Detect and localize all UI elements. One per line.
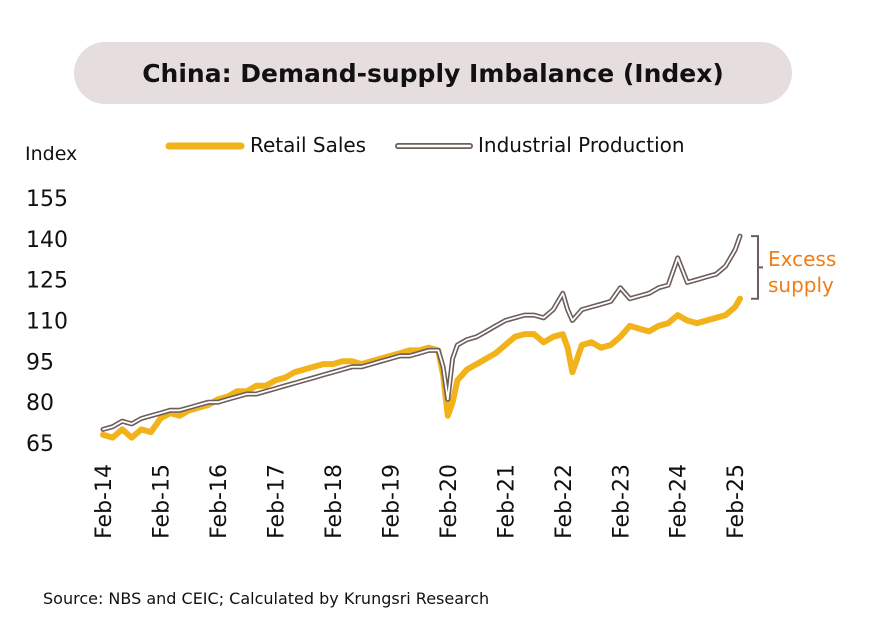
y-tick-label: 65 [26,432,54,457]
annotation-bracket [751,235,763,300]
x-tick-label: Feb-15 [149,464,174,539]
y-tick-label: 80 [26,391,54,416]
y-tick-label: 140 [26,228,68,253]
x-tick-label: Feb-20 [437,464,462,539]
plot-lines [100,233,743,441]
x-tick-label: Feb-24 [667,464,692,539]
x-tick-label: Feb-16 [207,464,232,539]
series-line-retail-sales [100,295,743,441]
x-tick-label: Feb-21 [494,464,519,539]
x-axis-ticks: Feb-14 Feb-15 Feb-16 Feb-17 Feb-18 Feb-19 Feb-… [92,464,749,539]
y-tick-label: 95 [26,350,54,375]
x-tick-label: Feb-23 [609,464,634,539]
annotation-line-2: supply [768,273,834,297]
y-tick-label: 155 [26,187,68,212]
y-tick-label: 125 [26,269,68,294]
y-axis-ticks: 65 80 95 110 125 140 155 [26,187,68,457]
x-tick-label: Feb-17 [264,464,289,539]
legend: Retail Sales Industrial Production [165,133,685,157]
x-tick-label: Feb-14 [92,464,117,539]
x-tick-label: Feb-22 [552,464,577,539]
excess-supply-annotation: Excess supply [751,235,836,300]
source-note: Source: NBS and CEIC; Calculated by Krun… [43,589,490,608]
annotation-line-1: Excess [768,247,836,271]
y-tick-label: 110 [26,310,68,335]
series-line-industrial-inner [102,235,741,431]
legend-label-retail: Retail Sales [250,133,366,157]
y-axis-label: Index [25,143,77,165]
x-tick-label: Feb-25 [724,464,749,539]
x-tick-label: Feb-18 [322,464,347,539]
x-tick-label: Feb-19 [379,464,404,539]
legend-label-industrial: Industrial Production [478,133,685,157]
chart-title: China: Demand-supply Imbalance (Index) [74,42,792,104]
